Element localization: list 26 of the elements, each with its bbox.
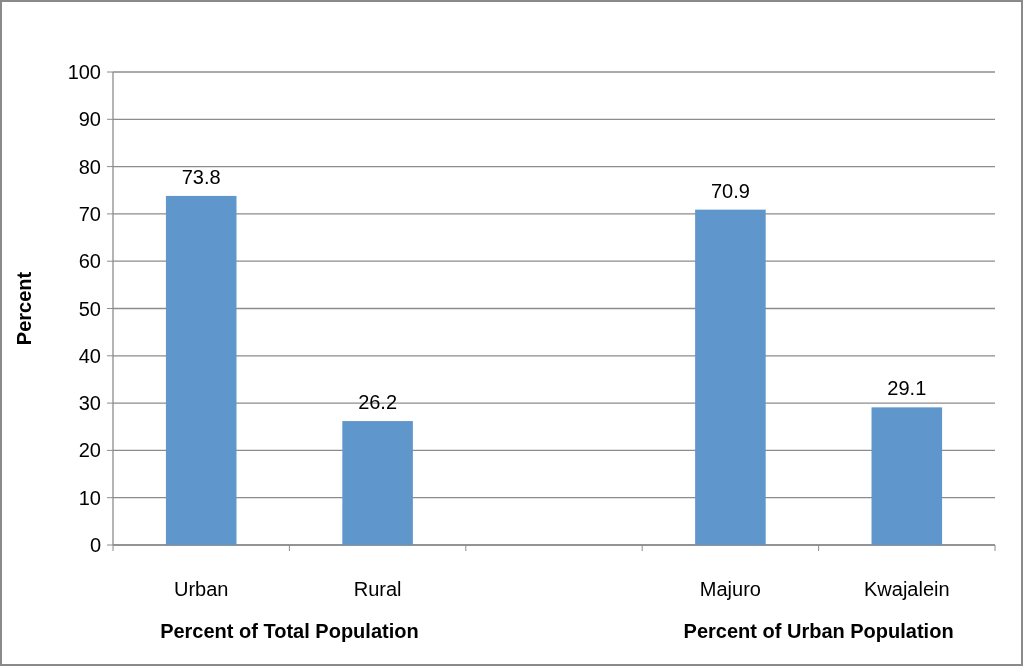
y-tick-label: 90 <box>78 108 101 131</box>
y-tick-label: 80 <box>78 155 101 178</box>
bar <box>342 421 413 545</box>
x-tick-label: Urban <box>173 578 229 600</box>
y-tick-label: 20 <box>78 439 101 462</box>
y-tick-label: 40 <box>78 344 101 367</box>
y-tick-label: 10 <box>78 486 101 509</box>
y-tick-label: 70 <box>78 202 101 225</box>
bar <box>695 209 766 545</box>
data-label: 70.9 <box>710 179 750 202</box>
bar <box>871 407 943 545</box>
y-tick-label: 100 <box>67 61 101 83</box>
text: Percent of Total Population <box>160 620 419 642</box>
x-tick-label: Majuro <box>699 578 761 600</box>
data-label: 26.2 <box>358 391 398 414</box>
y-axis-title: Percent <box>13 271 35 346</box>
y-tick-label: 50 <box>78 297 101 320</box>
x-tick-label: Kwajalein <box>864 578 950 600</box>
bar <box>165 195 237 545</box>
data-label: 73.8 <box>181 165 221 188</box>
y-tick-label: 30 <box>78 392 101 415</box>
x-tick-label: Rural <box>353 578 402 600</box>
y-tick-label: 60 <box>78 250 101 273</box>
y-tick-label: 0 <box>89 534 101 556</box>
data-label: 29.1 <box>887 377 927 400</box>
text: Percent of Urban Population <box>683 620 954 642</box>
